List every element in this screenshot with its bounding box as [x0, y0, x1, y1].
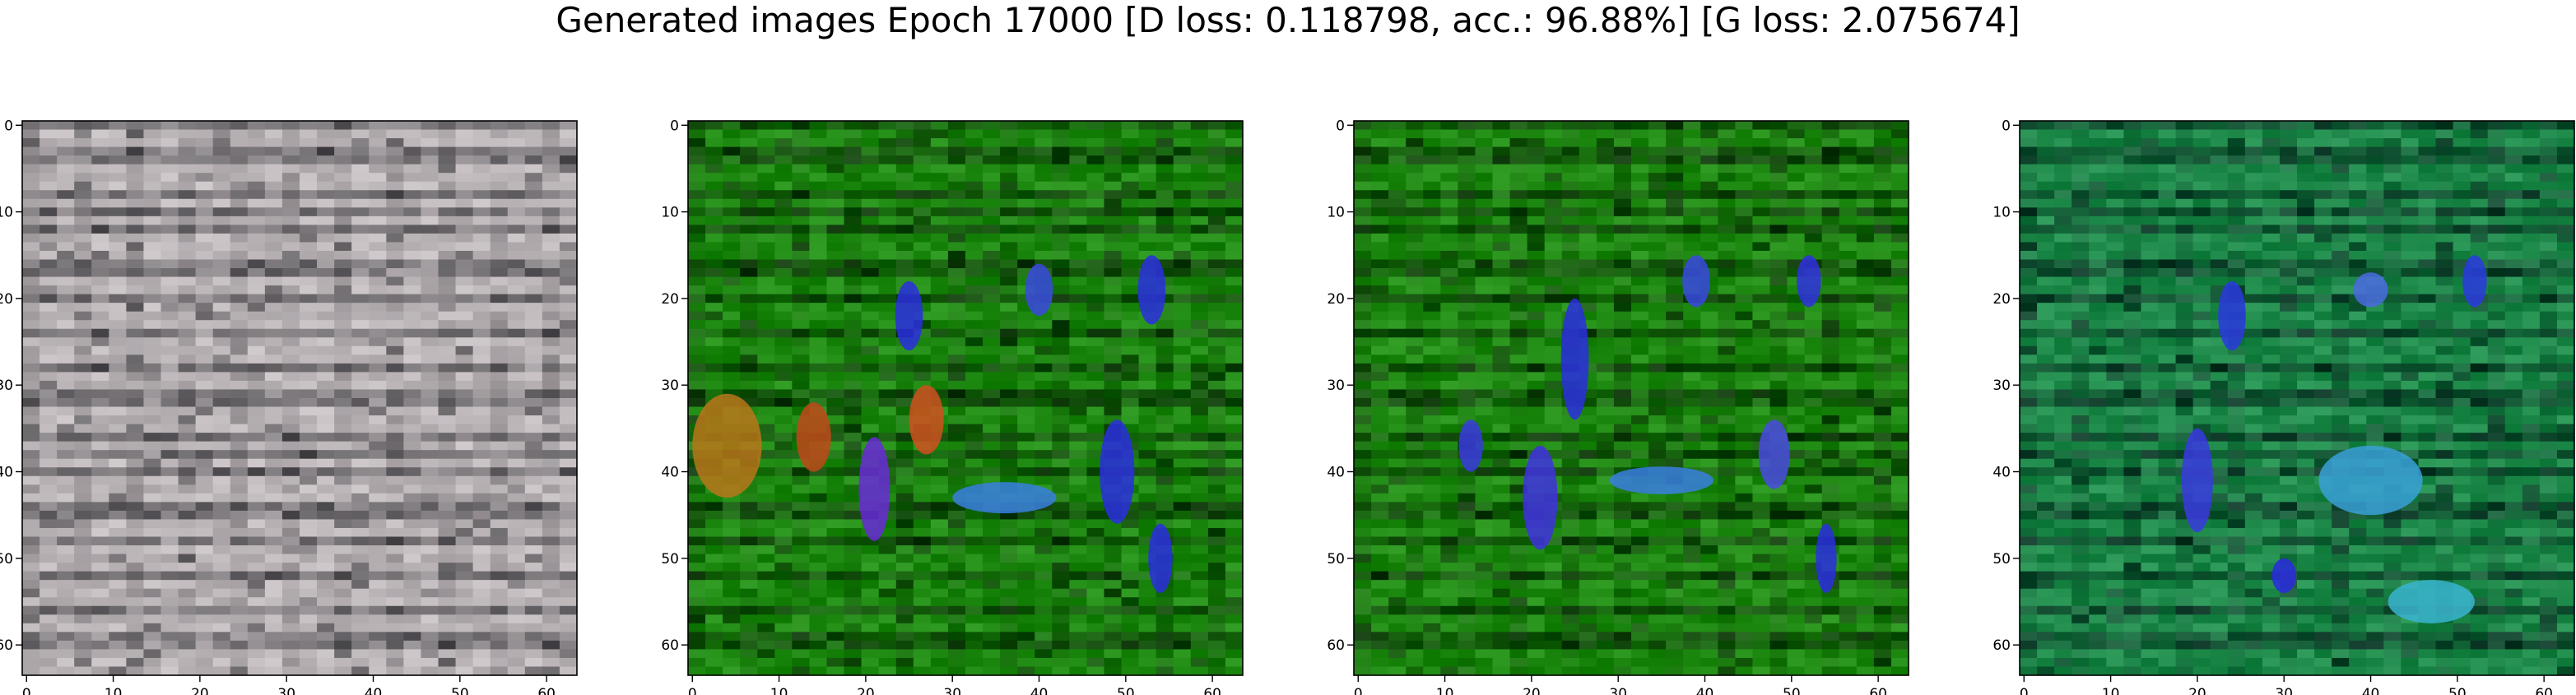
y-tick-label: 30	[1327, 378, 1345, 394]
image-stroke	[2462, 255, 2487, 308]
axes-frame	[687, 120, 1244, 676]
image-stroke	[2181, 428, 2213, 533]
y-tick-label: 10	[0, 205, 13, 221]
x-tick-label: 20	[2188, 686, 2206, 695]
image-stroke	[1816, 523, 1837, 593]
y-tick-label: 0	[4, 118, 13, 134]
image-stroke	[952, 482, 1057, 514]
y-tick-label: 20	[1327, 291, 1345, 308]
x-tick-label: 40	[1030, 686, 1049, 695]
y-tick-label: 40	[0, 465, 13, 481]
y-tick-label: 20	[661, 291, 679, 308]
y-tick-label: 0	[670, 118, 679, 134]
y-tick-label: 20	[1992, 291, 2011, 308]
y-tick-label: 10	[1327, 205, 1345, 221]
x-tick-label: 10	[2102, 686, 2120, 695]
image-stroke	[1682, 255, 1710, 308]
generated-image-4	[2020, 121, 2574, 675]
x-tick-label: 0	[688, 686, 697, 695]
y-tick-label: 40	[661, 465, 679, 481]
y-tick-label: 30	[0, 378, 13, 394]
x-tick-label: 60	[2535, 686, 2553, 695]
y-tick-label: 60	[661, 637, 679, 654]
x-tick-label: 30	[1609, 686, 1627, 695]
x-tick-label: 40	[365, 686, 383, 695]
image-stroke	[2353, 272, 2388, 308]
y-tick-label: 30	[661, 378, 679, 394]
image-stroke	[1100, 419, 1135, 524]
image-stroke	[2318, 445, 2423, 516]
x-tick-label: 10	[1436, 686, 1454, 695]
image-stroke	[1148, 523, 1173, 593]
x-tick-label: 40	[2362, 686, 2380, 695]
x-tick-label: 60	[537, 686, 556, 695]
y-tick-label: 60	[1327, 637, 1345, 654]
image-stroke	[2388, 580, 2475, 623]
x-tick-label: 30	[2275, 686, 2293, 695]
image-panel-1: 0 10 20 30 40 50 60 0 10 20 30 40 50 60	[0, 118, 578, 695]
y-tick-label: 50	[1992, 551, 2011, 568]
x-tick-label: 40	[1696, 686, 1714, 695]
image-stroke	[796, 402, 831, 472]
y-tick-label: 40	[1327, 465, 1345, 481]
x-tick-label: 10	[105, 686, 123, 695]
image-stroke	[2218, 280, 2246, 351]
y-tick-label: 10	[661, 205, 679, 221]
image-stroke	[2271, 558, 2296, 593]
y-tick-label: 10	[1992, 205, 2011, 221]
x-tick-label: 30	[943, 686, 961, 695]
x-tick-label: 10	[770, 686, 788, 695]
x-tick-label: 50	[2448, 686, 2467, 695]
x-tick-label: 0	[2020, 686, 2029, 695]
x-tick-label: 20	[857, 686, 875, 695]
image-stroke	[1137, 255, 1166, 325]
image-stroke	[858, 437, 890, 541]
image-stroke	[895, 280, 923, 351]
y-tick-label: 50	[0, 551, 13, 568]
image-panel-3: 0 10 20 30 40 50 60 0 10 20 30 40 50 60	[1327, 118, 1909, 695]
axes-frame	[2019, 120, 2575, 676]
axes-frame	[1353, 120, 1909, 676]
x-tick-label: 50	[451, 686, 469, 695]
axes-frame	[21, 120, 578, 676]
generated-image-3	[1354, 121, 1909, 675]
x-tick-label: 50	[1117, 686, 1135, 695]
x-tick-label: 0	[1354, 686, 1363, 695]
x-tick-label: 0	[22, 686, 31, 695]
image-stroke	[1523, 445, 1558, 550]
generated-image-2	[688, 121, 1243, 675]
figure-suptitle: Generated images Epoch 17000 [D loss: 0.…	[556, 0, 2020, 40]
image-stroke	[1458, 419, 1483, 472]
image-stroke	[1758, 419, 1790, 489]
y-tick-label: 20	[0, 291, 13, 308]
y-tick-label: 0	[1336, 118, 1345, 134]
x-tick-label: 20	[191, 686, 209, 695]
image-stroke	[909, 385, 944, 455]
y-tick-label: 40	[1992, 465, 2011, 481]
y-tick-label: 50	[661, 551, 679, 568]
y-tick-label: 60	[0, 637, 13, 654]
y-tick-label: 50	[1327, 551, 1345, 568]
x-tick-label: 50	[1783, 686, 1801, 695]
image-stroke	[1609, 466, 1714, 494]
y-tick-label: 30	[1992, 378, 2011, 394]
image-stroke	[1560, 298, 1589, 420]
x-tick-label: 60	[1203, 686, 1221, 695]
image-panel-2: 0 10 20 30 40 50 60 0 10 20 30 40 50 60	[661, 118, 1244, 695]
x-tick-label: 20	[1523, 686, 1541, 695]
y-tick-label: 0	[2002, 118, 2011, 134]
image-stroke	[1025, 263, 1053, 316]
image-stroke	[692, 393, 762, 498]
image-stroke	[1797, 255, 1821, 308]
generated-image-1	[22, 121, 577, 675]
x-tick-label: 30	[277, 686, 295, 695]
x-tick-label: 60	[1869, 686, 1887, 695]
image-panel-4: 0 10 20 30 40 50 60 0 10 20 30 40 50 60	[1992, 118, 2575, 695]
y-tick-label: 60	[1992, 637, 2011, 654]
